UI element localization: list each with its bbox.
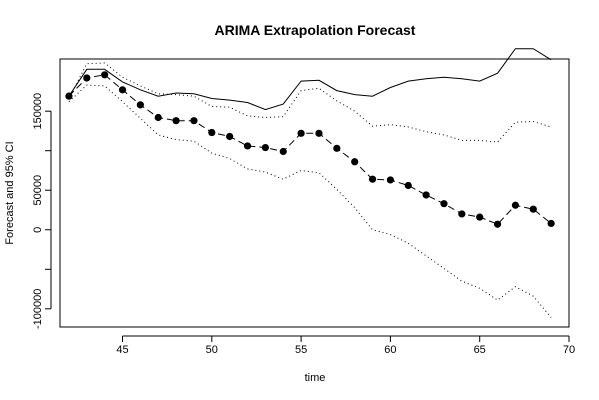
- y-tick-label: 0: [32, 227, 44, 233]
- x-tick-label: 65: [474, 344, 486, 356]
- x-tick-label: 45: [116, 344, 128, 356]
- series-layer: [65, 48, 555, 318]
- y-tick-label: -100000: [32, 289, 44, 329]
- forecast-point: [547, 219, 555, 228]
- series-line-upper-dotted: [68, 62, 552, 143]
- forecast-point: [261, 143, 269, 152]
- x-tick-label: 70: [563, 344, 575, 356]
- chart-title: ARIMA Extrapolation Forecast: [215, 22, 416, 38]
- y-tick-label: 50000: [32, 175, 44, 206]
- forecast-point: [458, 210, 466, 218]
- y-axis-label: Forecast and 95% CI: [4, 141, 16, 244]
- x-tick-label: 55: [295, 344, 307, 356]
- x-axis-label: time: [305, 372, 326, 384]
- forecast-point: [136, 101, 144, 109]
- forecast-point: [511, 201, 520, 209]
- forecast-point: [493, 220, 502, 228]
- forecast-point: [476, 213, 484, 221]
- forecast-point: [529, 205, 537, 213]
- forecast-point: [333, 144, 341, 152]
- axes: 45 50 55 60 65 70 -100000 0 50000 150000: [32, 93, 575, 356]
- forecast-point: [315, 129, 323, 137]
- x-tick-label: 50: [206, 344, 218, 356]
- forecast-point: [368, 175, 377, 183]
- forecast-point: [404, 181, 412, 190]
- forecast-point: [172, 117, 180, 125]
- plot-frame: [59, 58, 570, 328]
- forecast-point: [83, 74, 91, 82]
- forecast-point: [226, 132, 234, 141]
- forecast-point: [208, 128, 216, 137]
- series-line-lower-dotted: [68, 84, 552, 318]
- forecast-point: [190, 117, 198, 125]
- x-tick-label: 60: [384, 344, 396, 356]
- forecast-point: [243, 142, 252, 150]
- forecast-point: [279, 147, 287, 156]
- series-line-forecast: [68, 74, 552, 225]
- y-tick-label: 150000: [32, 93, 44, 130]
- forecast-point: [422, 191, 430, 199]
- series-line-upper-solid: [68, 48, 552, 111]
- forecast-point: [118, 86, 127, 94]
- forecast-point: [154, 113, 162, 122]
- forecast-point: [440, 200, 448, 208]
- forecast-point: [101, 71, 109, 79]
- forecast-point: [351, 158, 359, 166]
- forecast-point: [297, 129, 305, 137]
- forecast-point: [386, 176, 395, 184]
